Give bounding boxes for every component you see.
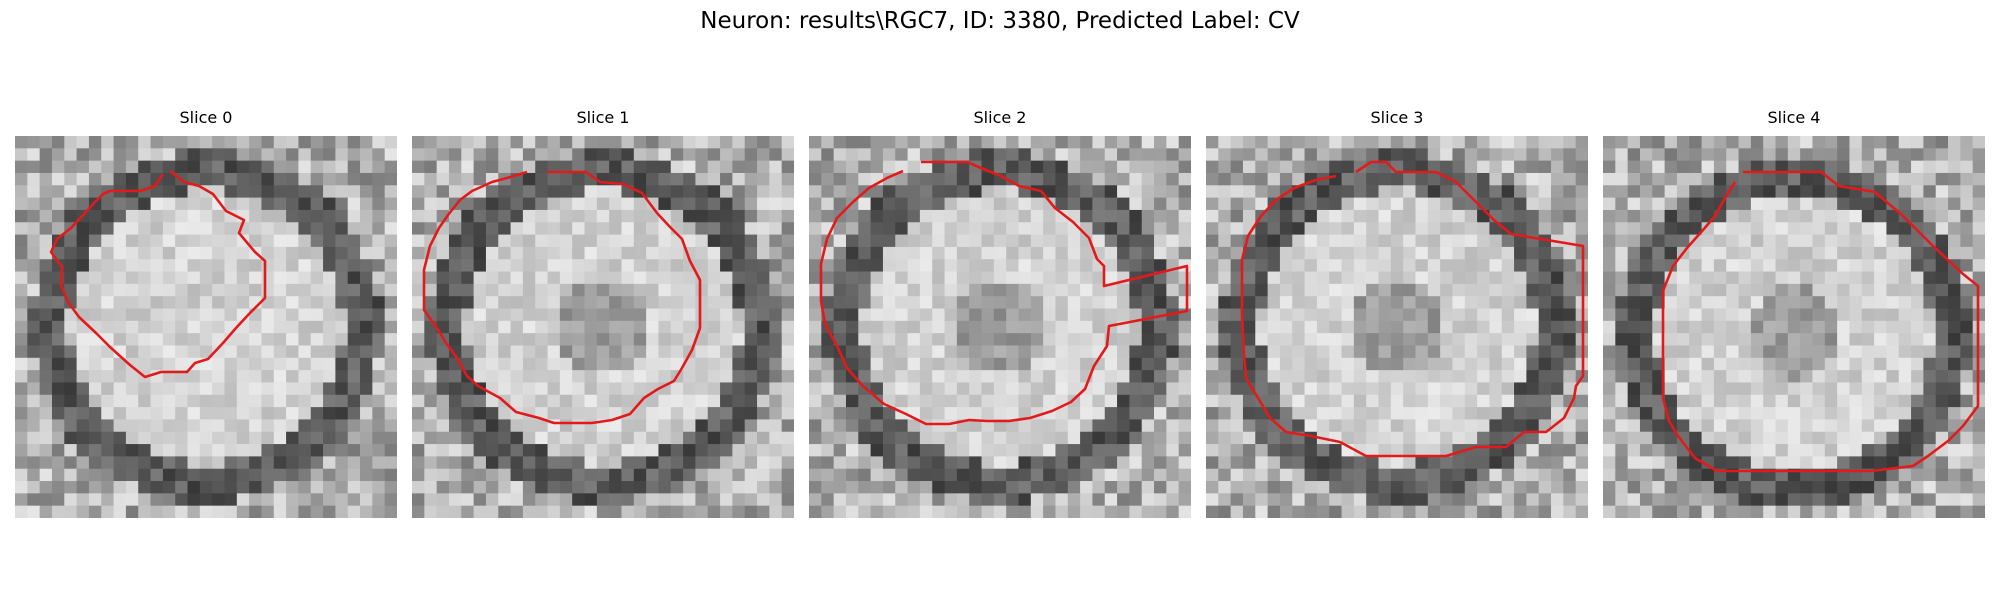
slice-image-3 xyxy=(1206,136,1588,518)
slice-panel-1: Slice 1 xyxy=(412,108,794,518)
cell-contour-0 xyxy=(49,169,267,379)
slice-panel-2: Slice 2 xyxy=(809,108,1191,518)
slice-title-4: Slice 4 xyxy=(1767,108,1821,127)
cell-contour-4 xyxy=(1661,170,1980,473)
slice-title-1: Slice 1 xyxy=(576,108,630,127)
cell-contour-1 xyxy=(422,170,702,425)
slice-title-0: Slice 0 xyxy=(179,108,233,127)
slice-title-3: Slice 3 xyxy=(1370,108,1424,127)
slice-image-2 xyxy=(809,136,1191,518)
cell-contour-2 xyxy=(819,160,1189,426)
slice-title-2: Slice 2 xyxy=(973,108,1027,127)
slice-panel-0: Slice 0 xyxy=(15,108,397,518)
figure-title: Neuron: results\RGC7, ID: 3380, Predicte… xyxy=(700,8,1300,34)
slice-image-1 xyxy=(412,136,794,518)
slice-image-4 xyxy=(1603,136,1985,518)
slice-image-0 xyxy=(15,136,397,518)
slice-panel-4: Slice 4 xyxy=(1603,108,1985,518)
slice-panel-3: Slice 3 xyxy=(1206,108,1588,518)
cell-contour-3 xyxy=(1240,160,1585,458)
